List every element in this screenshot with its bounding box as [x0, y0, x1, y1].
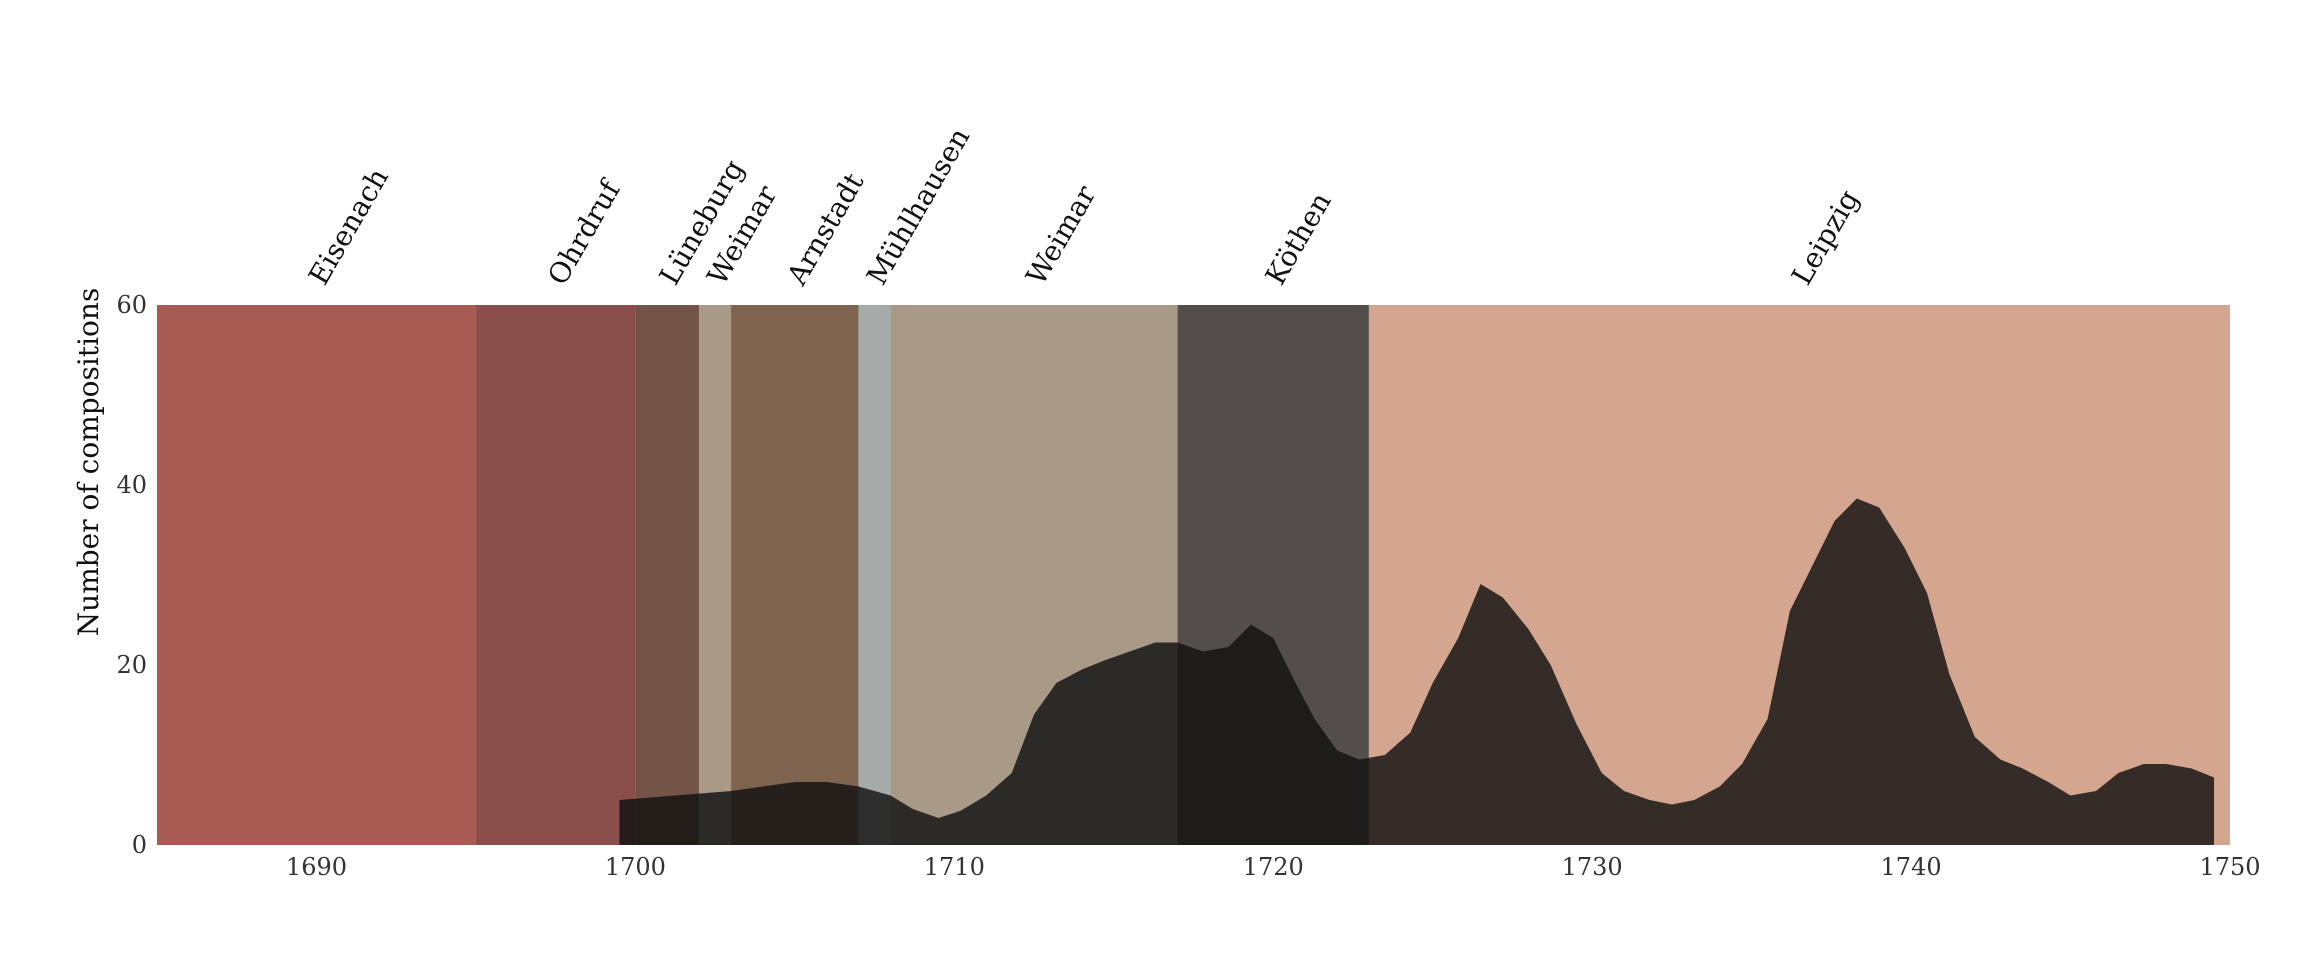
x-tick-label: 1720 [1243, 853, 1304, 881]
period-band [731, 305, 859, 845]
period-label: Köthen [1259, 187, 1338, 291]
period-band [157, 305, 476, 845]
period-label: Ohrdruf [541, 173, 628, 291]
x-tick-label: 1700 [605, 853, 666, 881]
period-band [858, 305, 891, 845]
y-axis: 0 20 40 60 [116, 291, 147, 859]
period-label: Weimar [1020, 179, 1103, 290]
y-tick-label: 20 [116, 651, 147, 679]
x-tick-label: 1710 [924, 853, 985, 881]
period-label: Mühlhausen [860, 122, 976, 290]
period-labels: Eisenach Ohrdruf LüneburgWeimarArnstadtMüh… [302, 122, 1865, 291]
period-band [635, 305, 700, 845]
x-axis: 1690 1700 1710 1720 1730 1740 1750 [286, 853, 2261, 881]
x-tick-label: 1750 [2199, 853, 2260, 881]
y-tick-label: 40 [116, 471, 147, 499]
y-tick-label: 0 [132, 831, 147, 859]
compositions-area [619, 498, 2215, 845]
period-band [699, 305, 732, 845]
x-tick-label: 1730 [1562, 853, 1623, 881]
period-label: Eisenach [302, 162, 395, 290]
y-axis-title: Number of compositions [72, 288, 105, 637]
period-label: Arnstadt [780, 167, 871, 292]
x-tick-label: 1690 [286, 853, 347, 881]
y-tick-label: 60 [116, 291, 147, 319]
period-label: Leipzig [1785, 184, 1865, 290]
x-tick-label: 1740 [1881, 853, 1942, 881]
period-band [475, 305, 636, 845]
compositions-area-series [619, 498, 2215, 845]
